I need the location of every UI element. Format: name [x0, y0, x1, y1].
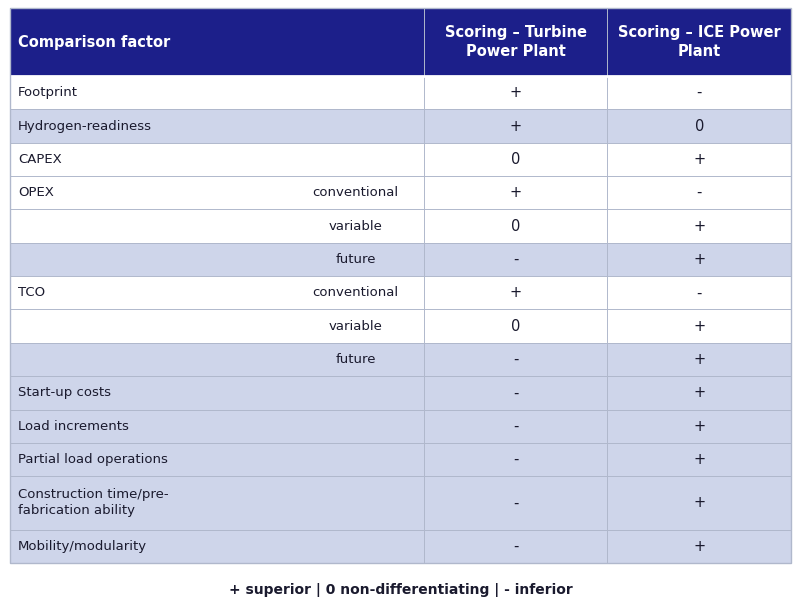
Text: Mobility/modularity: Mobility/modularity [18, 540, 147, 553]
Bar [10, 343, 791, 376]
Bar [10, 530, 791, 563]
Text: -: - [697, 185, 702, 200]
Bar [10, 276, 791, 309]
Text: Scoring – ICE Power
Plant: Scoring – ICE Power Plant [618, 24, 781, 60]
Text: Partial load operations: Partial load operations [18, 453, 168, 466]
Text: OPEX: OPEX [18, 186, 54, 199]
Text: +: + [693, 539, 706, 554]
Text: +: + [509, 119, 521, 133]
Bar [10, 110, 791, 143]
Text: -: - [513, 252, 518, 267]
Text: -: - [513, 352, 518, 367]
Text: +: + [509, 185, 521, 200]
Text: -: - [513, 385, 518, 400]
Text: -: - [513, 452, 518, 467]
Bar [10, 243, 791, 276]
Text: +: + [693, 152, 706, 167]
Bar [10, 476, 791, 530]
Text: -: - [513, 419, 518, 434]
Text: 0: 0 [694, 119, 704, 133]
Text: +: + [693, 496, 706, 510]
Text: Construction time/pre-
fabrication ability: Construction time/pre- fabrication abili… [18, 488, 169, 518]
Text: +: + [693, 452, 706, 467]
Text: conventional: conventional [312, 186, 399, 199]
Text: + superior | 0 non-differentiating | - inferior: + superior | 0 non-differentiating | - i… [228, 583, 573, 597]
Text: +: + [693, 319, 706, 334]
Text: Hydrogen-readiness: Hydrogen-readiness [18, 119, 152, 133]
Text: 0: 0 [511, 152, 521, 167]
Text: +: + [693, 385, 706, 400]
Bar [10, 76, 791, 110]
Text: 0: 0 [511, 219, 521, 234]
Text: variable: variable [328, 320, 383, 333]
Bar [10, 443, 791, 476]
Bar [10, 309, 791, 343]
Text: -: - [697, 285, 702, 300]
Text: future: future [336, 253, 376, 266]
Bar [10, 176, 791, 209]
Text: +: + [509, 285, 521, 300]
Text: +: + [693, 352, 706, 367]
Text: -: - [513, 539, 518, 554]
Bar [10, 410, 791, 443]
Text: variable: variable [328, 220, 383, 233]
Text: Load increments: Load increments [18, 420, 129, 433]
Text: Scoring – Turbine
Power Plant: Scoring – Turbine Power Plant [445, 24, 586, 60]
Text: Comparison factor: Comparison factor [18, 35, 171, 49]
Text: 0: 0 [511, 319, 521, 334]
Bar [10, 376, 791, 410]
Text: +: + [509, 85, 521, 100]
Text: -: - [513, 496, 518, 510]
Text: Start-up costs: Start-up costs [18, 386, 111, 400]
Bar [10, 8, 791, 76]
Text: Footprint: Footprint [18, 86, 78, 99]
Bar [10, 209, 791, 243]
Bar [10, 143, 791, 176]
Text: CAPEX: CAPEX [18, 153, 62, 166]
Text: future: future [336, 353, 376, 366]
Text: conventional: conventional [312, 286, 399, 299]
Text: -: - [697, 85, 702, 100]
Text: +: + [693, 419, 706, 434]
Text: +: + [693, 252, 706, 267]
Text: +: + [693, 219, 706, 234]
Text: TCO: TCO [18, 286, 45, 299]
